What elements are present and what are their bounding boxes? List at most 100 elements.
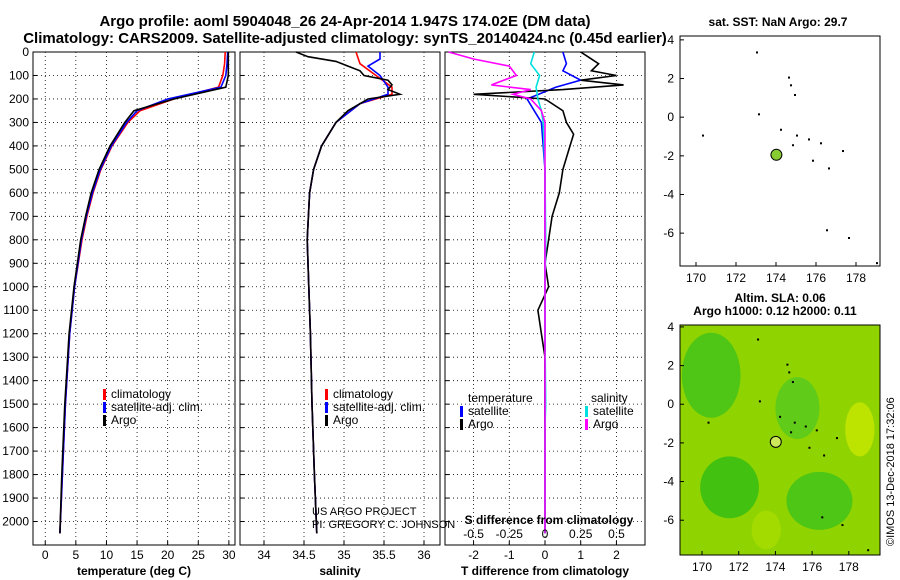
depth-tick-label: 800: [9, 233, 29, 247]
sla_map-island: [779, 415, 782, 418]
difference-xtick-label: -2: [468, 548, 479, 562]
salinity-legend-swatch: [325, 415, 328, 426]
salinity-series-argo: [295, 51, 404, 534]
difference-xlabel: T difference from climatology: [461, 564, 629, 578]
sst_map-ytick-label: -4: [663, 187, 674, 201]
depth-tick-label: 400: [9, 139, 29, 153]
sst_map-island: [828, 167, 830, 170]
sla_map-island: [808, 446, 811, 449]
salinity-xlabel: salinity: [319, 564, 361, 578]
sst_map-xtick-label: 170: [686, 271, 706, 285]
depth-tick-label: 100: [9, 68, 29, 82]
sla_map-float-marker: [769, 435, 782, 448]
salinity-xtick-label: 34: [257, 548, 271, 562]
sst_map-frame: [679, 35, 881, 267]
salinity-legend-label: satellite-adj. clim.: [333, 400, 425, 414]
pi-credit: PI: GREGORY C. JOHNSON: [312, 519, 456, 531]
sla_map-sla-patch: [681, 332, 741, 418]
temperature-series-argo: [59, 52, 230, 534]
salinity-legend-label: climatology: [333, 387, 393, 401]
temperature-xtick-label: 5: [73, 548, 80, 562]
sla_map-sla-patch: [751, 510, 781, 550]
sst_map-island: [848, 237, 850, 240]
difference-series-salinity-argo: [448, 51, 546, 534]
depth-tick-label: 600: [9, 186, 29, 200]
difference-legend-temperature-label: Argo: [468, 417, 494, 431]
difference-x2tick-label: 0.25: [569, 527, 593, 541]
difference-legend-temperature-label: satellite: [468, 404, 509, 418]
sst_map-ytick-label: 2: [667, 72, 674, 86]
sst_map-island: [796, 134, 798, 137]
salinity-legend-swatch: [325, 402, 328, 413]
sla_map-ytick-label: 2: [667, 359, 674, 373]
sst_map-island: [812, 159, 814, 162]
difference-xtick-label: 2: [613, 548, 620, 562]
difference-x2tick-label: 0.5: [608, 527, 625, 541]
sst_map-island: [702, 134, 704, 137]
difference-x2tick-label: -0.5: [463, 527, 484, 541]
sla_map-island: [804, 425, 807, 428]
sla_map-island: [835, 437, 838, 440]
temperature-xtick-label: 15: [130, 548, 144, 562]
sla_map-sla-patch: [786, 471, 853, 530]
project-credit: US ARGO PROJECT: [312, 506, 417, 518]
sst-map-title: sat. SST: NaN Argo: 29.7: [709, 15, 848, 29]
sst_map-float-marker: [770, 148, 783, 161]
sst_map-island: [780, 128, 782, 131]
temperature-legend-swatch: [103, 389, 106, 400]
sla_map-island: [791, 381, 794, 384]
sla_map-frame: [679, 324, 881, 556]
difference-xtick-label: -1: [504, 548, 515, 562]
difference-x2label: S difference from climatology: [465, 513, 634, 527]
sla_map-island: [758, 400, 761, 403]
difference-x2tick-label: -0.25: [496, 527, 524, 541]
sst_map-ytick-label: 0: [667, 110, 674, 124]
difference-legend-salinity-label: satellite: [593, 404, 634, 418]
salinity-legend-swatch: [325, 389, 328, 400]
temperature-xlabel: temperature (deg C): [77, 564, 191, 578]
figure-title-line1: Argo profile: aoml 5904048_26 24-Apr-201…: [99, 13, 591, 30]
salinity-legend-label: Argo: [333, 413, 359, 427]
sla_map-island: [841, 524, 844, 527]
sla_map-ytick-label: -6: [663, 513, 674, 527]
temperature-xtick-label: 0: [42, 548, 49, 562]
depth-tick-label: 300: [9, 115, 29, 129]
temperature-xtick-label: 25: [192, 548, 206, 562]
sst_map-island: [794, 93, 796, 96]
sla_map-sla-patch: [845, 402, 875, 457]
sst_map-island: [842, 150, 844, 153]
sla_map-sla-patch: [775, 377, 820, 440]
sst_map-island: [758, 113, 760, 116]
depth-tick-label: 700: [9, 209, 29, 223]
sla_map-xtick-label: 170: [692, 560, 712, 574]
temperature-legend-label: satellite-adj. clim.: [111, 400, 203, 414]
sla_map-island: [757, 338, 760, 341]
difference-series-temperature-argo: [473, 51, 624, 534]
sla_map-xtick-label: 178: [839, 560, 859, 574]
temperature-xtick-label: 30: [222, 548, 236, 562]
sla_map-island: [707, 421, 710, 424]
sst_map-xtick-label: 174: [766, 271, 786, 285]
sla_map-island: [821, 516, 824, 519]
temperature-legend-swatch: [103, 402, 106, 413]
temperature-xtick-label: 20: [161, 548, 175, 562]
depth-tick-label: 1900: [2, 491, 29, 505]
sla-map-title-line2: Argo h1000: 0.12 h2000: 0.11: [693, 304, 857, 318]
depth-tick-label: 2000: [2, 515, 29, 529]
sla-map-title-line1: Altim. SLA: 0.06: [734, 291, 826, 305]
depth-tick-label: 1600: [2, 421, 29, 435]
sla_map-ytick-label: 4: [667, 320, 674, 334]
difference-legend-salinity-label: Argo: [593, 417, 619, 431]
salinity-xtick-label: 34.5: [292, 548, 316, 562]
difference-xtick-label: 1: [577, 548, 584, 562]
sla_map-island: [786, 363, 789, 366]
sst_map-ytick-label: -2: [663, 149, 674, 163]
depth-tick-label: 1800: [2, 468, 29, 482]
sst_map-island: [756, 51, 758, 54]
difference-legend-temperature-swatch: [460, 406, 463, 417]
salinity-xtick-label: 35.5: [372, 548, 396, 562]
temperature-xtick-label: 10: [100, 548, 114, 562]
sla_map-xtick-label: 172: [729, 560, 749, 574]
depth-tick-label: 1400: [2, 374, 29, 388]
difference-legend-salinity-title: salinity: [591, 391, 628, 405]
